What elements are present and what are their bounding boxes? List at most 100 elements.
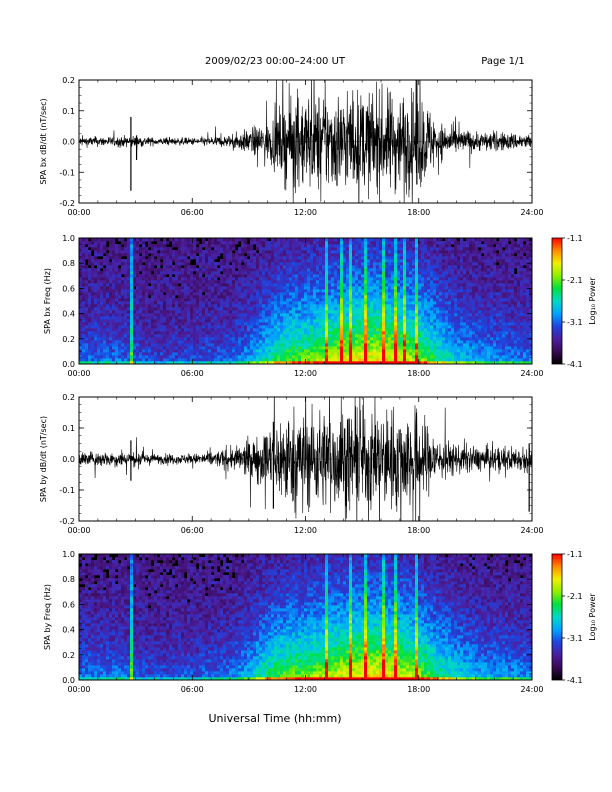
spectrogram-cell <box>157 337 161 341</box>
spectrogram-cell <box>208 310 212 314</box>
spectrogram-cell <box>427 274 431 278</box>
spectrogram-cell <box>259 337 263 341</box>
spectrogram-cell <box>79 286 83 290</box>
spectrogram-cell <box>289 274 293 278</box>
spectrogram-cell <box>421 244 425 248</box>
spectrogram-cell <box>268 355 272 359</box>
spectrogram-cell <box>352 292 356 296</box>
spectrogram-cell <box>319 286 323 290</box>
spectrogram-cell <box>325 316 329 320</box>
spectrogram-cell <box>253 274 257 278</box>
spectrogram-cell <box>82 319 86 323</box>
spectrogram-cell <box>241 268 245 272</box>
spectrogram-cell <box>346 289 350 293</box>
spectrogram-cell <box>244 298 248 302</box>
spectrogram-cell <box>397 259 401 263</box>
spectrogram-cell <box>238 259 242 263</box>
spectrogram-cell <box>277 361 281 365</box>
spectrogram-cell <box>91 238 95 242</box>
spectrogram-cell <box>91 334 95 338</box>
spectrogram-cell <box>292 289 296 293</box>
spectrogram-cell <box>319 349 323 353</box>
spectrogram-cell <box>241 295 245 299</box>
spectrogram-cell <box>169 307 173 311</box>
spectrogram-cell <box>325 343 329 347</box>
spectrogram-cell <box>157 265 161 269</box>
spectrogram-cell <box>196 280 200 284</box>
spectrogram-cell <box>181 325 185 329</box>
spectrogram-cell <box>244 244 248 248</box>
spectrogram-cell <box>94 277 98 281</box>
spectrogram-cell <box>334 352 338 356</box>
spectrogram-cell <box>274 280 278 284</box>
spectrogram-cell <box>424 307 428 311</box>
spectrogram-cell <box>142 283 146 287</box>
spectrogram-cell <box>133 247 137 251</box>
spectrogram-cell <box>223 346 227 350</box>
spectrogram-cell <box>79 307 83 311</box>
spectrogram-cell <box>301 343 305 347</box>
spectrogram-cell <box>340 355 344 359</box>
spectrogram-cell <box>400 331 404 335</box>
spectrogram-cell <box>352 244 356 248</box>
spectrogram-cell <box>154 250 158 254</box>
spectrogram-cell <box>175 340 179 344</box>
spectrogram-cell <box>364 271 368 275</box>
spectrogram-cell <box>124 259 128 263</box>
spectrogram-cell <box>127 355 131 359</box>
spectrogram-cell <box>277 355 281 359</box>
spectrogram-cell <box>175 259 179 263</box>
spectrogram-cell <box>133 283 137 287</box>
spectrogram-cell <box>199 316 203 320</box>
spectrogram-cell <box>142 340 146 344</box>
spectrogram-cell <box>181 328 185 332</box>
spectrogram-cell <box>427 292 431 296</box>
spectrogram-cell <box>103 319 107 323</box>
spectrogram-cell <box>340 301 344 305</box>
spectrogram-cell <box>295 247 299 251</box>
spectrogram-cell <box>346 274 350 278</box>
spectrogram-cell <box>427 295 431 299</box>
spectrogram-cell <box>256 343 260 347</box>
spectrogram-cell <box>376 331 380 335</box>
spectrogram-cell <box>181 337 185 341</box>
spectrogram-cell <box>136 274 140 278</box>
spectrogram-cell <box>223 352 227 356</box>
spectrogram-cell <box>373 310 377 314</box>
spectrogram-cell <box>181 247 185 251</box>
spectrogram-cell <box>250 292 254 296</box>
spectrogram-cell <box>124 286 128 290</box>
spectrogram-cell <box>331 280 335 284</box>
spectrogram-cell <box>190 340 194 344</box>
spectrogram-cell <box>163 349 167 353</box>
spectrogram-cell <box>298 316 302 320</box>
spectrogram-cell <box>277 250 281 254</box>
spectrogram-cell <box>109 340 113 344</box>
spectrogram-cell <box>139 334 143 338</box>
spectrogram-cell <box>103 328 107 332</box>
spectrogram-cell <box>247 280 251 284</box>
spectrogram-cell <box>142 292 146 296</box>
spectrogram-cell <box>172 253 176 257</box>
spectrogram-cell <box>391 310 395 314</box>
spectrogram-cell <box>172 250 176 254</box>
spectrogram-cell <box>79 361 83 365</box>
spectrogram-cell <box>178 277 182 281</box>
spectrogram-cell <box>145 274 149 278</box>
spectrogram-cell <box>196 307 200 311</box>
spectrogram-cell <box>220 355 224 359</box>
spectrogram-cell <box>85 253 89 257</box>
spectrogram-cell <box>364 256 368 260</box>
spectrogram-cell <box>310 325 314 329</box>
spectrogram-cell <box>361 328 365 332</box>
spectrogram-cell <box>343 241 347 245</box>
spectrogram-cell <box>337 244 341 248</box>
spectrogram-cell <box>214 340 218 344</box>
spectrogram-cell <box>268 331 272 335</box>
spectrogram-cell <box>403 313 407 317</box>
spectrogram-cell <box>301 331 305 335</box>
spectrogram-cell <box>250 343 254 347</box>
spectrogram-cell <box>421 247 425 251</box>
spectrogram-cell <box>151 304 155 308</box>
spectrogram-cell <box>367 334 371 338</box>
